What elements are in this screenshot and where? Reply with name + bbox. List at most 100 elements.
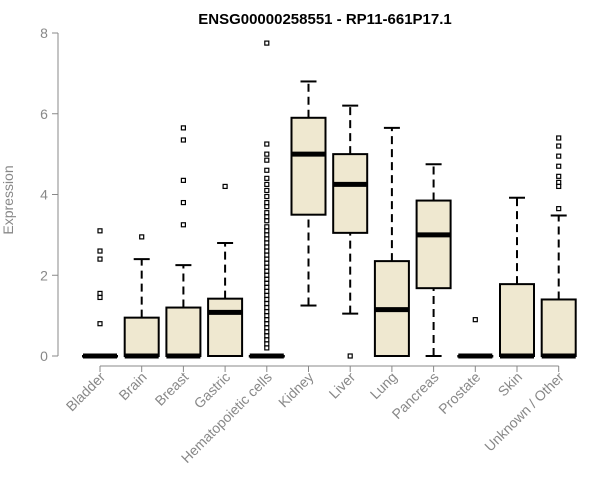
outlier-11-1 (556, 143, 562, 149)
outlier-4-17 (264, 236, 270, 242)
outlier-4-20 (264, 248, 270, 254)
outlier-4-23 (264, 260, 270, 266)
y-axis: 0 2 4 6 8 (40, 25, 59, 364)
outlier-4-24 (264, 264, 270, 270)
y-axis-title: Expression (0, 165, 16, 234)
outlier-4-40 (264, 329, 270, 335)
outlier-2-3 (180, 199, 186, 206)
outlier-4-8 (264, 193, 270, 200)
outlier-4-25 (264, 268, 270, 274)
outlier-9-0 (472, 317, 478, 323)
outlier-4-9 (264, 199, 270, 206)
outlier-4-1 (264, 141, 270, 147)
y-tick-label-4: 4 (40, 187, 48, 203)
outlier-4-29 (264, 284, 270, 290)
outlier-3-0 (222, 183, 228, 190)
box-0 (82, 228, 118, 359)
outlier-4-5 (264, 175, 270, 181)
outlier-4-7 (264, 187, 270, 194)
outlier-0-0 (97, 228, 103, 234)
outlier-4-0 (264, 40, 270, 46)
boxes-group (82, 40, 577, 359)
outlier-4-44 (264, 345, 270, 351)
x-tick-label-9: Prostate (435, 369, 483, 417)
x-tick-label-0: Bladder (63, 369, 109, 415)
outlier-2-4 (180, 222, 186, 228)
outlier-0-2 (97, 256, 103, 262)
outlier-4-26 (264, 272, 270, 278)
x-tick-label-7: Lung (367, 369, 400, 402)
outlier-4-41 (264, 333, 270, 339)
box-body-1 (123, 316, 160, 357)
outlier-4-36 (264, 313, 270, 319)
outlier-6-0 (347, 353, 353, 359)
box-body-5 (290, 116, 327, 216)
outlier-11-3 (556, 163, 562, 169)
outlier-2-1 (180, 137, 186, 143)
outlier-4-11 (264, 210, 270, 216)
box-body-8 (415, 199, 452, 290)
outlier-4-34 (264, 304, 270, 311)
outlier-4-12 (264, 214, 270, 220)
x-tick-label-1: Brain (115, 369, 149, 403)
box-body-6 (332, 153, 369, 234)
x-tick-label-10: Skin (495, 369, 526, 400)
outlier-4-43 (264, 341, 270, 347)
outlier-2-2 (180, 177, 186, 183)
box-8 (415, 163, 452, 357)
box-6 (332, 104, 369, 359)
outlier-4-18 (264, 240, 270, 246)
outlier-4-32 (264, 296, 270, 303)
box-body-11 (540, 298, 577, 358)
box-4 (248, 40, 285, 359)
x-tick-label-6: Liver (326, 369, 359, 402)
box-10 (499, 196, 535, 359)
outlier-4-13 (264, 218, 270, 224)
box-body-2 (165, 306, 202, 357)
outlier-4-4 (264, 167, 270, 173)
outlier-4-33 (264, 300, 270, 307)
y-tick-label-0: 0 (40, 348, 48, 364)
y-tick-label-6: 6 (40, 106, 48, 122)
outlier-4-19 (264, 244, 270, 250)
chart-title: ENSG00000258551 - RP11-661P17.1 (198, 11, 452, 28)
box-11 (540, 135, 577, 359)
outlier-11-0 (556, 135, 562, 141)
outlier-4-21 (264, 252, 270, 258)
outlier-4-28 (264, 280, 270, 286)
outlier-4-27 (264, 276, 270, 282)
outlier-4-14 (264, 224, 270, 230)
box-7 (373, 126, 410, 357)
outlier-4-2 (264, 151, 270, 157)
outlier-4-15 (264, 228, 270, 234)
outlier-2-0 (180, 125, 186, 131)
outlier-0-4 (97, 294, 103, 301)
outlier-0-1 (97, 248, 103, 254)
outlier-4-42 (264, 337, 270, 343)
box-2 (165, 125, 202, 359)
outlier-4-3 (264, 157, 270, 163)
outlier-11-7 (556, 206, 562, 212)
outlier-0-3 (97, 290, 103, 297)
box-1 (123, 234, 160, 359)
outlier-4-35 (264, 308, 270, 315)
outlier-4-10 (264, 204, 270, 210)
x-tick-label-2: Breast (152, 369, 192, 409)
y-tick-label-8: 8 (40, 25, 48, 41)
box-body-10 (499, 283, 535, 358)
x-tick-label-5: Kidney (275, 369, 317, 411)
outlier-4-16 (264, 232, 270, 238)
outlier-1-0 (139, 234, 145, 240)
outlier-11-4 (556, 173, 562, 179)
box-body-3 (207, 297, 244, 358)
x-tick-label-11: Unknown / Other (481, 369, 567, 455)
box-9 (457, 317, 494, 359)
outlier-11-6 (556, 183, 562, 190)
outlier-4-22 (264, 256, 270, 262)
outlier-4-39 (264, 325, 270, 331)
outlier-4-31 (264, 292, 270, 299)
outlier-11-2 (556, 153, 562, 159)
outlier-4-37 (264, 317, 270, 323)
